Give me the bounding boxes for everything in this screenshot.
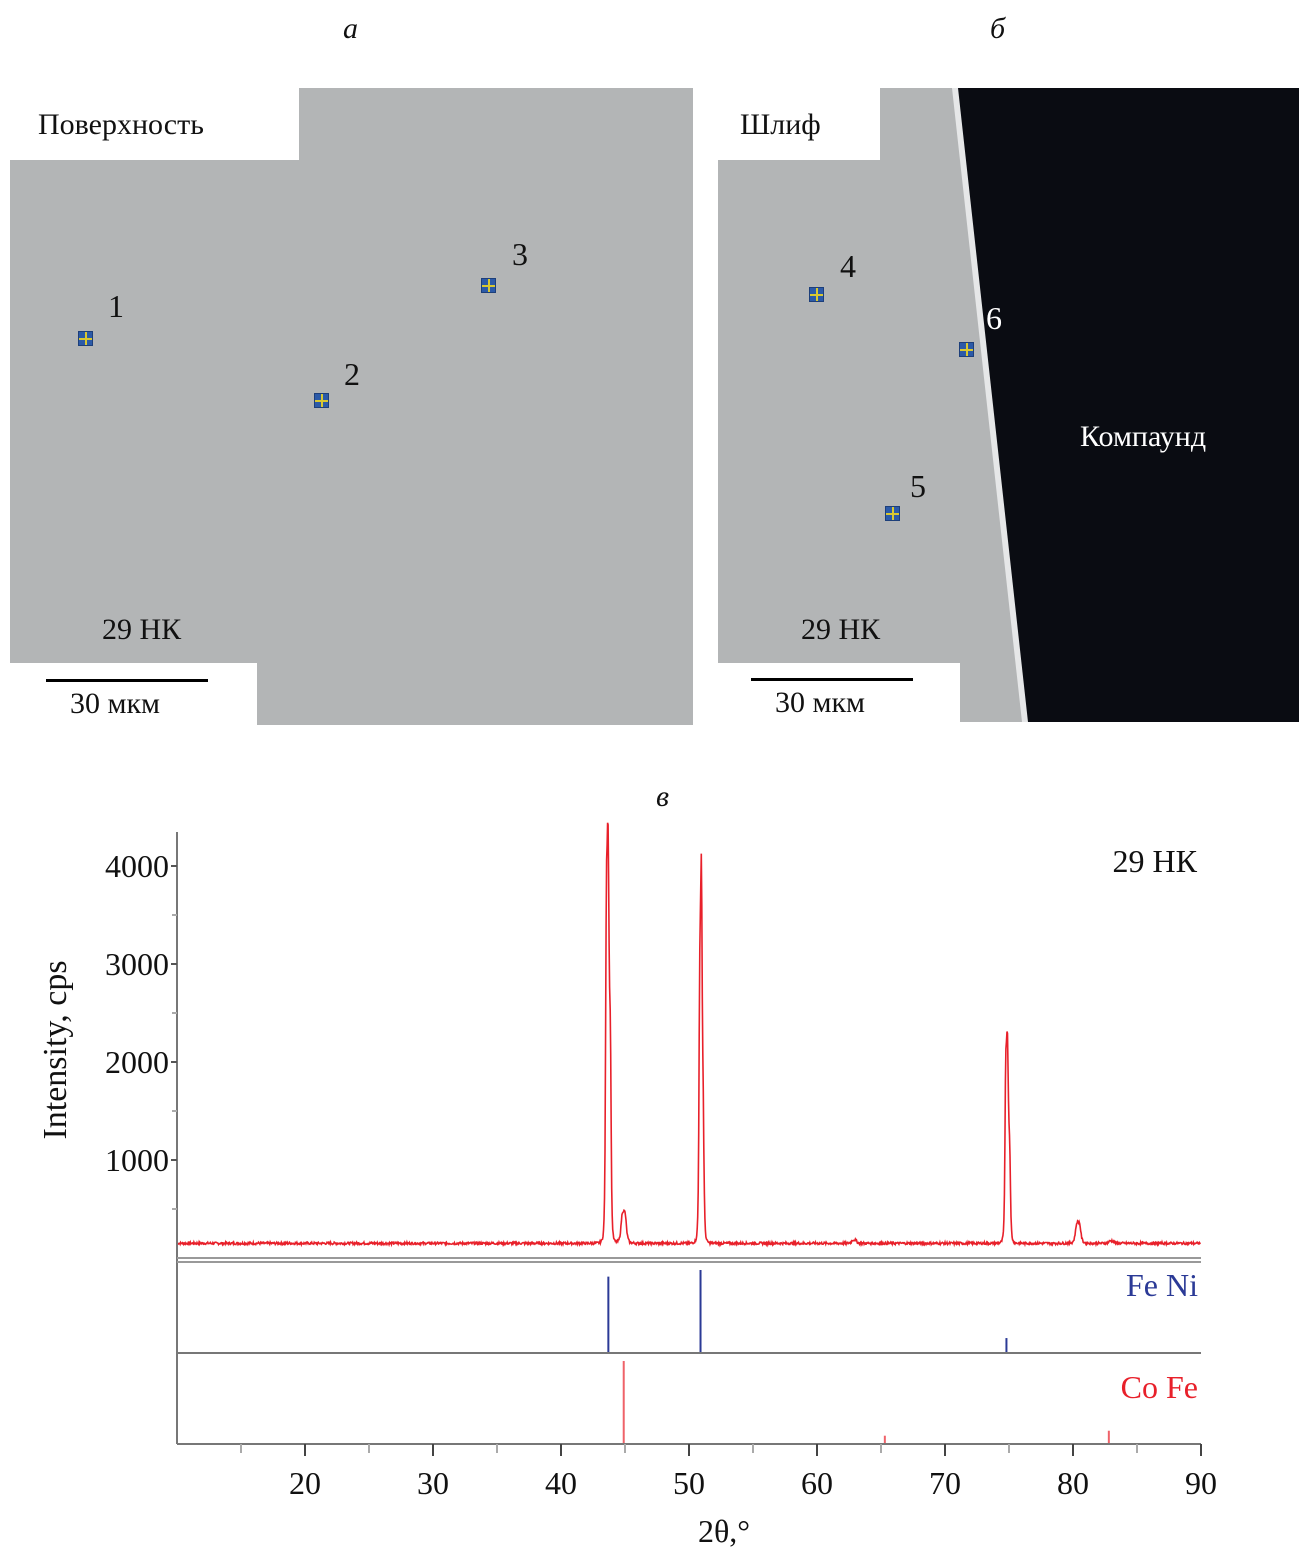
compound-fill — [958, 88, 1299, 722]
x-tick-label: 20 — [289, 1465, 321, 1501]
section-label: Шлиф — [740, 108, 821, 141]
axes: 1000 2000 3000 4000 20 30 40 50 60 70 80 90 — [105, 832, 1217, 1501]
scale-box — [718, 663, 960, 722]
y-tick-label: 2000 — [105, 1044, 169, 1080]
diffraction-series — [176, 822, 1201, 1248]
x-tick-label: 60 — [801, 1465, 833, 1501]
corner-label-box — [10, 88, 299, 160]
x-tick-label: 30 — [417, 1465, 449, 1501]
y-tick-label: 3000 — [105, 946, 169, 982]
x-axis-label: 2θ,° — [698, 1513, 750, 1549]
scale-label: 30 мкм — [70, 687, 161, 720]
compound-region — [952, 88, 1299, 722]
sample-label: 29 НК — [102, 613, 182, 646]
x-tick-label: 90 — [1185, 1465, 1217, 1501]
point-label-5: 5 — [910, 468, 926, 504]
scale-bar — [751, 678, 913, 681]
indent-marker-3 — [481, 278, 496, 293]
panel-b-letter: б — [990, 12, 1006, 45]
scale-bar — [46, 679, 208, 682]
point-label-3: 3 — [512, 236, 528, 272]
indent-marker-2 — [314, 393, 329, 408]
y-tick-label: 4000 — [105, 848, 169, 884]
indent-marker-1 — [78, 331, 93, 346]
panel-c-letter: в — [656, 780, 670, 813]
reference-patterns — [607, 1270, 1110, 1444]
scale-box — [10, 663, 257, 725]
panel-a-letter: а — [343, 12, 358, 45]
legend-fe-ni: Fe Ni — [1126, 1267, 1198, 1303]
point-label-2: 2 — [344, 356, 360, 392]
indent-marker-6 — [959, 342, 974, 357]
indent-marker-5 — [885, 506, 900, 521]
scale-label: 30 мкм — [775, 686, 866, 719]
corner-label-box — [718, 88, 880, 160]
diffraction-plot — [176, 822, 1201, 1248]
point-label-6: 6 — [986, 300, 1002, 336]
x-tick-label: 80 — [1057, 1465, 1089, 1501]
compound-label: Компаунд — [1080, 420, 1207, 453]
sample-label: 29 НК — [801, 613, 881, 646]
chart-annotation: 29 НК — [1113, 843, 1198, 879]
x-tick-label: 70 — [929, 1465, 961, 1501]
y-tick-label: 1000 — [105, 1142, 169, 1178]
point-label-4: 4 — [840, 248, 856, 284]
micrograph-surface: Поверхность 1 2 3 29 НК 30 мкм — [10, 88, 693, 725]
point-label-1: 1 — [108, 288, 124, 324]
micrograph-cross-section: Шлиф 4 5 6 Компаунд 29 НК 30 мкм — [718, 88, 1299, 722]
legend-co-fe: Co Fe — [1121, 1369, 1198, 1405]
x-tick-label: 40 — [545, 1465, 577, 1501]
surface-label: Поверхность — [38, 108, 204, 141]
indent-marker-4 — [809, 287, 824, 302]
x-tick-label: 50 — [673, 1465, 705, 1501]
y-axis-label: Intensity, cps — [37, 960, 74, 1139]
sample-surface — [10, 88, 693, 725]
